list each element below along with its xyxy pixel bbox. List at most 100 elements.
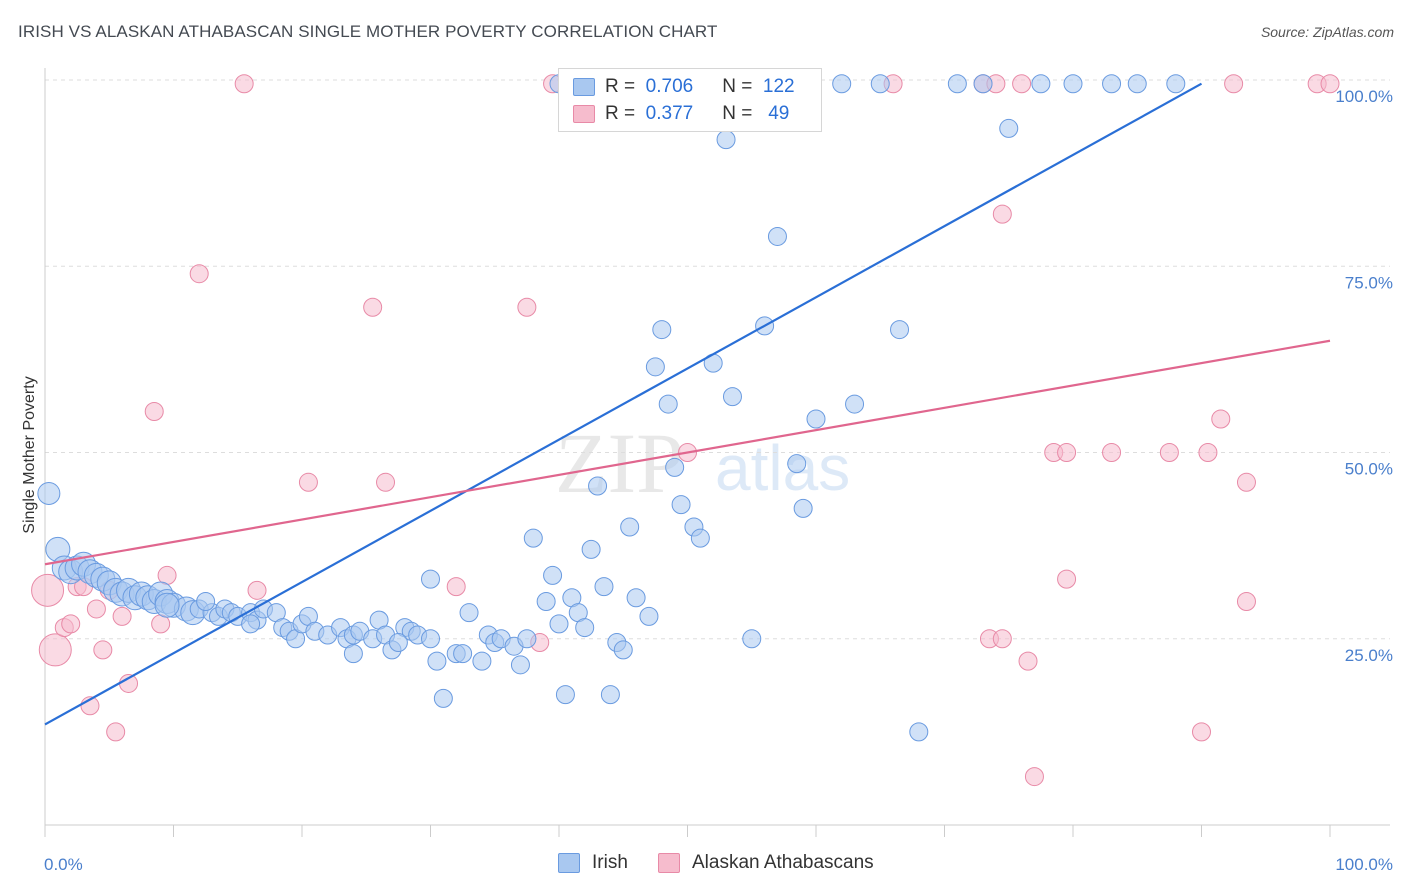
data-point (626, 588, 646, 608)
data-point (472, 651, 492, 671)
legend-irish-r-label: R = (605, 76, 636, 97)
legend-swatch-alaskan (573, 105, 595, 123)
source-label: Source: ZipAtlas.com (1260, 24, 1394, 40)
data-point (588, 476, 608, 496)
data-point (832, 74, 852, 94)
data-point (992, 629, 1012, 649)
data-point (787, 454, 807, 474)
data-point (112, 606, 132, 626)
data-point (154, 592, 180, 618)
bottom-legend-irish: Irish (558, 852, 628, 874)
data-point (31, 573, 65, 607)
legend-swatch-irish (573, 78, 595, 96)
series-irish-points (37, 74, 1186, 742)
bottom-legend-alaskan: Alaskan Athabascans (658, 852, 874, 874)
data-point (1166, 74, 1186, 94)
data-point (658, 394, 678, 414)
data-point (947, 74, 967, 94)
data-point (652, 320, 672, 340)
data-point (613, 640, 633, 660)
y-tick-label: 50.0% (1345, 460, 1393, 479)
data-point (1063, 74, 1083, 94)
data-point (581, 539, 601, 559)
data-point (376, 472, 396, 492)
data-point (973, 74, 993, 94)
data-point (86, 599, 106, 619)
data-point (523, 528, 543, 548)
axes (44, 68, 1390, 837)
legend-alaskan-r-value: 0.377 (645, 103, 694, 124)
data-point (767, 226, 787, 246)
trendline-irish (44, 82, 1203, 726)
data-point (671, 495, 691, 515)
data-point (1211, 409, 1231, 429)
data-point (37, 481, 61, 505)
data-point (241, 614, 261, 634)
series-alaskan-points (31, 74, 1340, 787)
data-point (453, 644, 473, 664)
bottom-legend-swatch-alaskan (658, 853, 680, 873)
data-point (1102, 74, 1122, 94)
legend-box: R = 0.706 N = 122 R = 0.377 N = 49 (558, 68, 822, 132)
data-point (870, 74, 890, 94)
data-point (421, 629, 440, 649)
watermark-atlas: atlas (715, 432, 850, 504)
data-point (992, 204, 1012, 224)
tick-labels: 0.0% 100.0% 25.0% 50.0% 75.0% 100.0% (44, 87, 1393, 874)
data-point (1236, 592, 1256, 611)
data-point (446, 577, 466, 597)
data-point (620, 517, 640, 537)
data-point (38, 633, 72, 667)
data-point (388, 632, 408, 652)
data-point (363, 297, 383, 317)
data-point (639, 606, 659, 626)
data-point (665, 457, 685, 477)
data-point (61, 614, 81, 634)
data-point (806, 409, 826, 429)
data-point (106, 722, 126, 742)
data-point (536, 592, 556, 611)
data-point (196, 592, 216, 611)
bottom-legend-irish-label: Irish (592, 852, 628, 873)
legend-alaskan-r-label: R = (605, 103, 636, 124)
trendline-alaskan (44, 339, 1331, 566)
data-point (600, 685, 620, 705)
legend-irish-n-value: 122 (762, 76, 795, 97)
data-point (427, 651, 447, 671)
data-point (1102, 443, 1122, 462)
chart-title: IRISH VS ALASKAN ATHABASCAN SINGLE MOTHE… (18, 22, 718, 41)
data-point (1024, 767, 1044, 787)
data-point (909, 722, 929, 742)
data-point (594, 577, 614, 597)
data-point (93, 640, 113, 660)
legend-irish-n-label: N = (722, 76, 753, 97)
data-point (543, 565, 563, 585)
data-point (1224, 74, 1244, 94)
data-point (1012, 74, 1032, 94)
data-point (1127, 74, 1147, 94)
data-point (298, 472, 318, 492)
data-point (845, 394, 865, 414)
legend-irish-r-value: 0.706 (645, 76, 694, 97)
data-point (793, 498, 813, 518)
data-point (722, 387, 742, 407)
data-point (1018, 651, 1038, 671)
data-point (999, 118, 1019, 138)
y-tick-label: 25.0% (1345, 646, 1393, 665)
data-point (1236, 472, 1256, 492)
data-point (144, 402, 164, 422)
data-point (890, 320, 910, 340)
data-point (433, 688, 453, 708)
data-point (517, 297, 537, 317)
y-tick-label: 75.0% (1345, 273, 1393, 292)
data-point (1159, 443, 1179, 462)
data-point (234, 74, 254, 94)
data-point (742, 629, 762, 649)
data-point (1320, 74, 1340, 94)
data-point (555, 685, 575, 705)
bottom-legend-swatch-irish (558, 853, 580, 873)
data-point (247, 580, 267, 600)
data-point (1057, 443, 1077, 462)
data-point (517, 629, 537, 649)
x-tick-label: 0.0% (44, 855, 83, 874)
